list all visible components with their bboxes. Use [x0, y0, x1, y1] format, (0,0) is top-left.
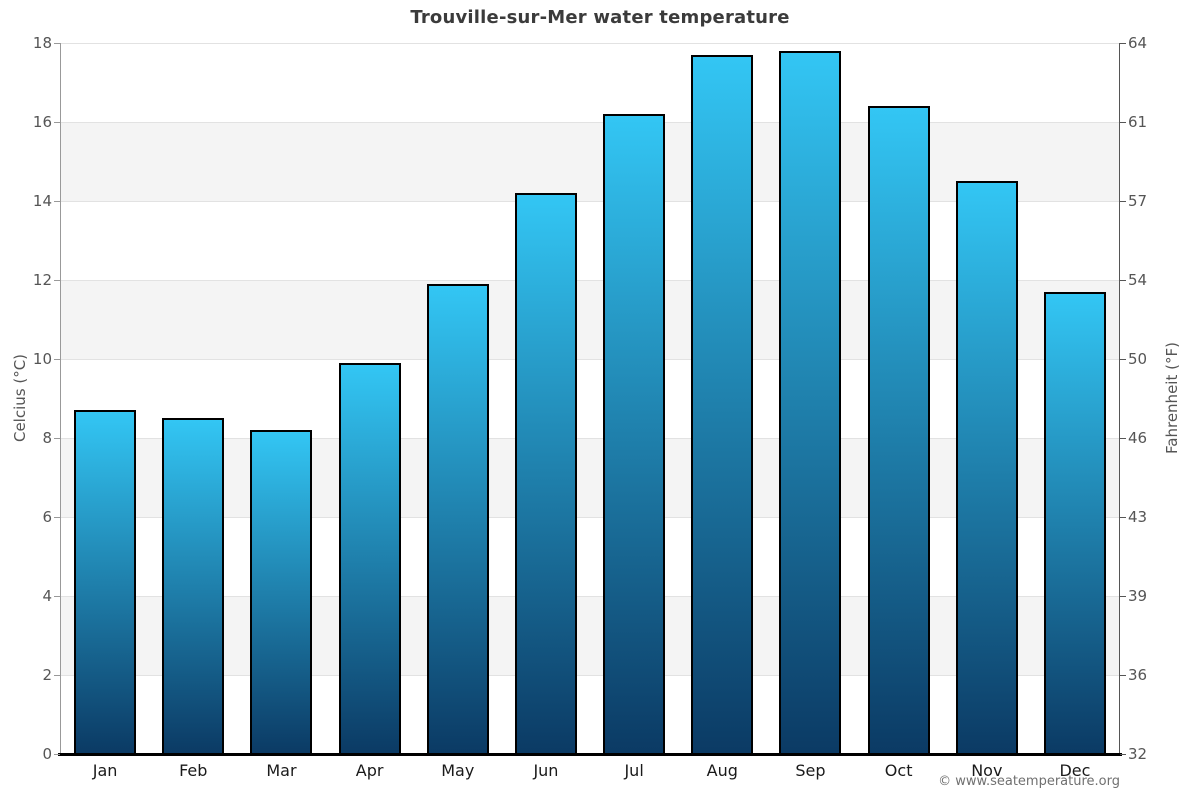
- ytick-fahrenheit-50: 50: [1128, 350, 1148, 368]
- bar-oct: [867, 106, 930, 754]
- y-axis-title-celsius: Celcius (°C): [11, 353, 29, 443]
- bar-sep: [779, 50, 842, 754]
- plot-area: [61, 43, 1119, 754]
- plot-band: [61, 517, 1119, 596]
- tick-mark-celsius-14: [54, 201, 60, 202]
- plot-band: [61, 43, 1119, 122]
- ytick-celsius-18: 18: [32, 34, 52, 52]
- y-axis-line-fahrenheit: [1119, 43, 1120, 754]
- bar-may: [426, 283, 489, 754]
- bars-container: [61, 43, 1119, 754]
- tick-mark-celsius-6: [54, 517, 60, 518]
- copyright-attribution: © www.seatemperature.org: [938, 774, 1120, 789]
- ytick-celsius-12: 12: [32, 271, 52, 289]
- tick-mark-celsius-10: [54, 359, 60, 360]
- month-label-may: May: [441, 761, 475, 780]
- ytick-fahrenheit-36: 36: [1128, 666, 1148, 684]
- plot-band: [61, 596, 1119, 675]
- tick-mark-fahrenheit-43: [1120, 517, 1126, 518]
- bar-dec: [1043, 291, 1106, 754]
- month-label-jun: Jun: [533, 761, 559, 780]
- tick-mark-fahrenheit-32: [1120, 754, 1126, 755]
- ytick-fahrenheit-32: 32: [1128, 745, 1148, 763]
- bar-slot-jun: [502, 43, 590, 754]
- bar-slot-may: [414, 43, 502, 754]
- month-label-mar: Mar: [266, 761, 297, 780]
- ytick-celsius-0: 0: [42, 745, 52, 763]
- bar-slot-apr: [326, 43, 414, 754]
- bar-jun: [514, 193, 577, 754]
- x-axis-baseline: [58, 753, 1122, 756]
- month-label-sep: Sep: [795, 761, 826, 780]
- month-label-feb: Feb: [179, 761, 208, 780]
- bar-slot-oct: [855, 43, 943, 754]
- month-label-apr: Apr: [355, 761, 384, 780]
- ytick-celsius-4: 4: [42, 587, 52, 605]
- tick-mark-fahrenheit-64: [1120, 43, 1126, 44]
- ytick-fahrenheit-43: 43: [1128, 508, 1148, 526]
- ytick-fahrenheit-39: 39: [1128, 587, 1148, 605]
- ytick-celsius-6: 6: [42, 508, 52, 526]
- ytick-fahrenheit-46: 46: [1128, 429, 1148, 447]
- ytick-fahrenheit-54: 54: [1128, 271, 1148, 289]
- ytick-celsius-14: 14: [32, 192, 52, 210]
- plot-band: [61, 280, 1119, 359]
- tick-mark-fahrenheit-36: [1120, 675, 1126, 676]
- bar-slot-jan: [61, 43, 149, 754]
- tick-mark-celsius-18: [54, 43, 60, 44]
- bar-slot-nov: [943, 43, 1031, 754]
- ytick-fahrenheit-64: 64: [1128, 34, 1148, 52]
- y-axis-title-fahrenheit: Fahrenheit (°F): [1163, 342, 1181, 454]
- month-label-aug: Aug: [706, 761, 738, 780]
- month-label-dec: Dec: [1059, 761, 1091, 780]
- plot-band: [61, 675, 1119, 754]
- bar-apr: [338, 362, 401, 754]
- ytick-celsius-8: 8: [42, 429, 52, 447]
- bar-slot-sep: [766, 43, 854, 754]
- bar-slot-feb: [149, 43, 237, 754]
- month-label-nov: Nov: [971, 761, 1003, 780]
- tick-mark-fahrenheit-57: [1120, 201, 1126, 202]
- ytick-fahrenheit-61: 61: [1128, 113, 1148, 131]
- tick-mark-celsius-0: [54, 754, 60, 755]
- plot-band: [61, 438, 1119, 517]
- month-label-jan: Jan: [92, 761, 118, 780]
- y-axis-line-celsius: [60, 43, 61, 754]
- tick-mark-fahrenheit-39: [1120, 596, 1126, 597]
- x-axis-month-labels: Jan Feb Mar Apr May Jun Jul Aug Sep Oct Nov Dec: [61, 761, 1119, 780]
- tick-mark-fahrenheit-61: [1120, 122, 1126, 123]
- ytick-celsius-10: 10: [32, 350, 52, 368]
- ytick-celsius-2: 2: [42, 666, 52, 684]
- tick-mark-fahrenheit-54: [1120, 280, 1126, 281]
- tick-mark-celsius-12: [54, 280, 60, 281]
- tick-mark-celsius-8: [54, 438, 60, 439]
- bar-feb: [162, 418, 225, 754]
- tick-mark-celsius-4: [54, 596, 60, 597]
- bar-mar: [250, 430, 313, 754]
- month-label-jul: Jul: [624, 761, 644, 780]
- plot-band: [61, 122, 1119, 201]
- bar-jul: [603, 114, 666, 754]
- plot-band: [61, 201, 1119, 280]
- bar-jan: [74, 410, 137, 754]
- ytick-celsius-16: 16: [32, 113, 52, 131]
- month-label-oct: Oct: [884, 761, 913, 780]
- bar-nov: [955, 181, 1018, 754]
- bar-slot-jul: [590, 43, 678, 754]
- tick-mark-fahrenheit-46: [1120, 438, 1126, 439]
- chart-title: Trouville-sur-Mer water temperature: [410, 7, 790, 28]
- bar-slot-mar: [237, 43, 325, 754]
- ytick-fahrenheit-57: 57: [1128, 192, 1148, 210]
- bar-slot-aug: [678, 43, 766, 754]
- plot-band: [61, 359, 1119, 438]
- tick-mark-celsius-16: [54, 122, 60, 123]
- tick-mark-fahrenheit-50: [1120, 359, 1126, 360]
- bar-aug: [691, 54, 754, 754]
- tick-mark-celsius-2: [54, 675, 60, 676]
- bar-slot-dec: [1031, 43, 1119, 754]
